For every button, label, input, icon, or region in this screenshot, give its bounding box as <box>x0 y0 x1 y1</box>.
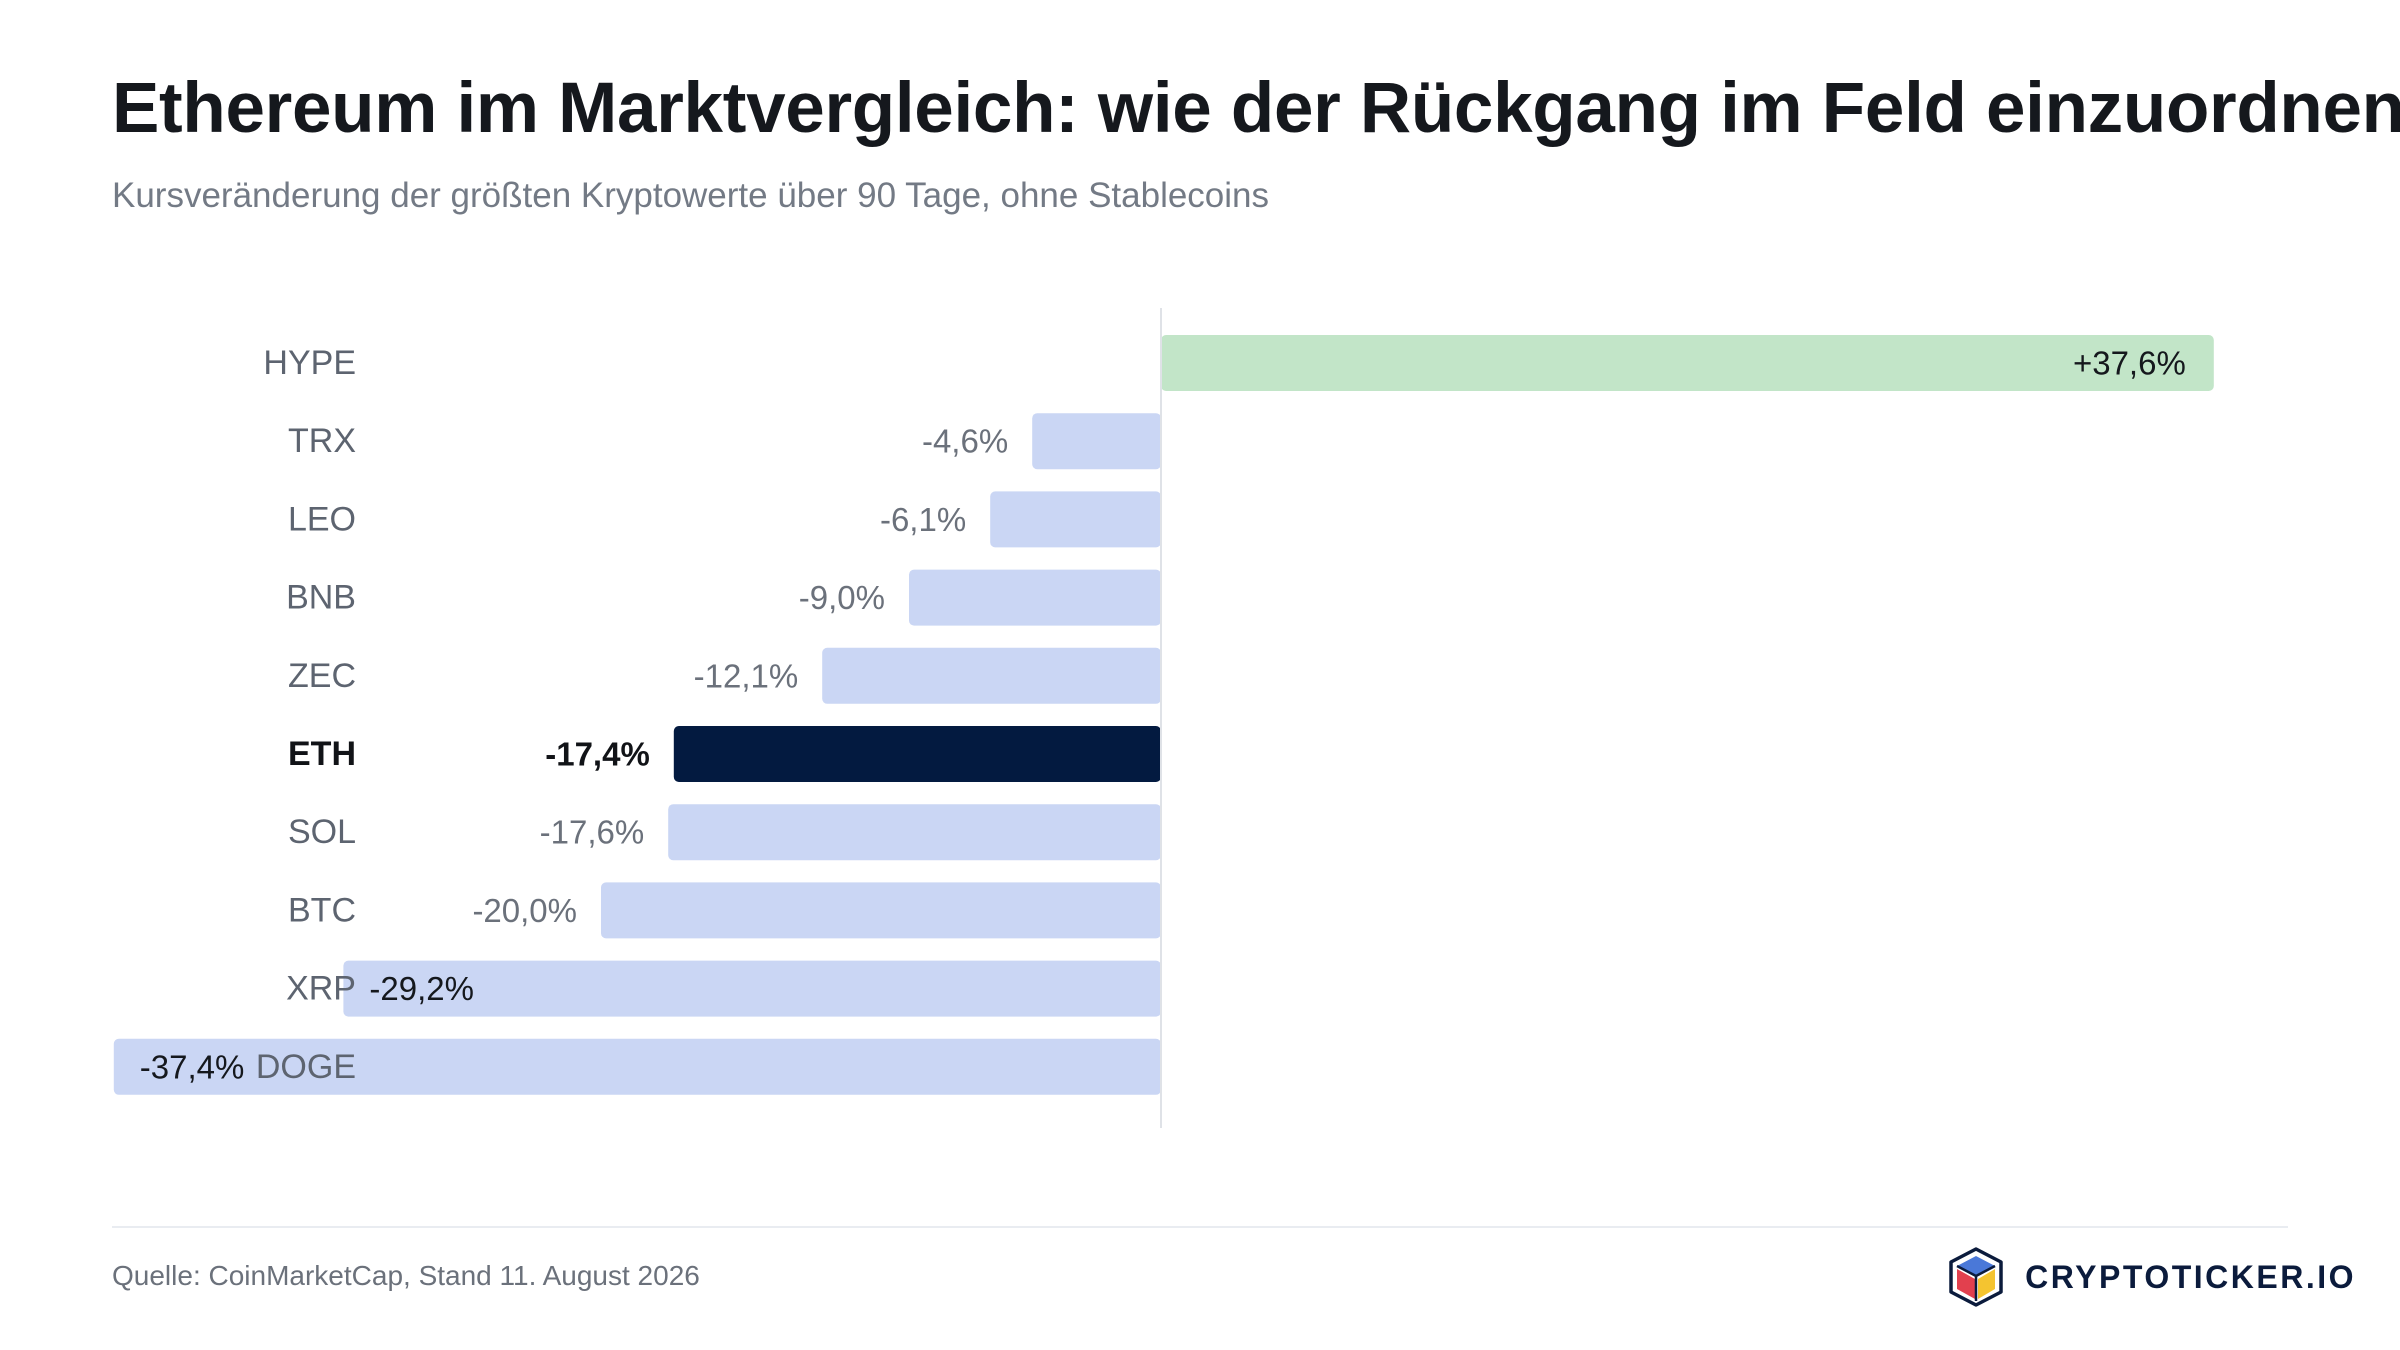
brand-name: CRYPTOTICKER.IO <box>2025 1258 2356 1295</box>
value-label-bnb: -9,0% <box>799 579 885 616</box>
value-label-leo: -6,1% <box>880 501 966 538</box>
bar-sol[interactable] <box>668 804 1161 861</box>
bar-zec[interactable] <box>822 647 1161 704</box>
value-label-sol: -17,6% <box>540 814 645 851</box>
chart-subtitle: Kursveränderung der größten Kryptowerte … <box>112 176 1270 215</box>
cube-logo-icon <box>1949 1247 2003 1307</box>
category-label-sol: SOL <box>288 813 356 851</box>
category-label-hype: HYPE <box>263 344 356 382</box>
source-note: Quelle: CoinMarketCap, Stand 11. August … <box>112 1260 700 1291</box>
bar-btc[interactable] <box>601 882 1161 939</box>
brand-logo[interactable]: CRYPTOTICKER.IO <box>1945 1246 2356 1308</box>
footer-divider <box>112 1226 2288 1228</box>
value-label-trx: -4,6% <box>922 423 1008 460</box>
category-label-trx: TRX <box>288 422 356 460</box>
category-label-bnb: BNB <box>286 579 356 617</box>
category-label-leo: LEO <box>288 500 356 538</box>
value-label-eth: -17,4% <box>545 736 650 773</box>
value-label-hype: +37,6% <box>2073 345 2186 382</box>
bar-bnb[interactable] <box>909 569 1161 626</box>
category-label-btc: BTC <box>288 891 356 929</box>
category-label-zec: ZEC <box>288 657 356 695</box>
bar-doge[interactable] <box>113 1038 1161 1095</box>
category-label-doge: DOGE <box>256 1048 356 1086</box>
value-label-zec: -12,1% <box>694 657 799 694</box>
bar-xrp[interactable] <box>343 960 1161 1017</box>
bar-eth[interactable] <box>673 726 1161 782</box>
bar-leo[interactable] <box>990 491 1161 548</box>
value-label-btc: -20,0% <box>472 892 577 929</box>
bar-chart: HYPE +37,6% TRX -4,6% LEO -6,1% BNB -9,0% ZEC -12… <box>113 308 2214 1128</box>
value-label-xrp: -29,2% <box>369 970 474 1007</box>
bar-hype[interactable] <box>1161 335 2214 391</box>
bar-trx[interactable] <box>1032 413 1161 470</box>
value-label-doge: -37,4% <box>140 1048 245 1085</box>
category-label-xrp: XRP <box>286 970 356 1008</box>
bars-layer: HYPE +37,6% TRX -4,6% LEO -6,1% BNB -9,0% ZEC -12… <box>113 335 2214 1095</box>
chart-title: Ethereum im Marktvergleich: wie der Rück… <box>112 69 2400 148</box>
category-label-eth: ETH <box>288 735 356 773</box>
